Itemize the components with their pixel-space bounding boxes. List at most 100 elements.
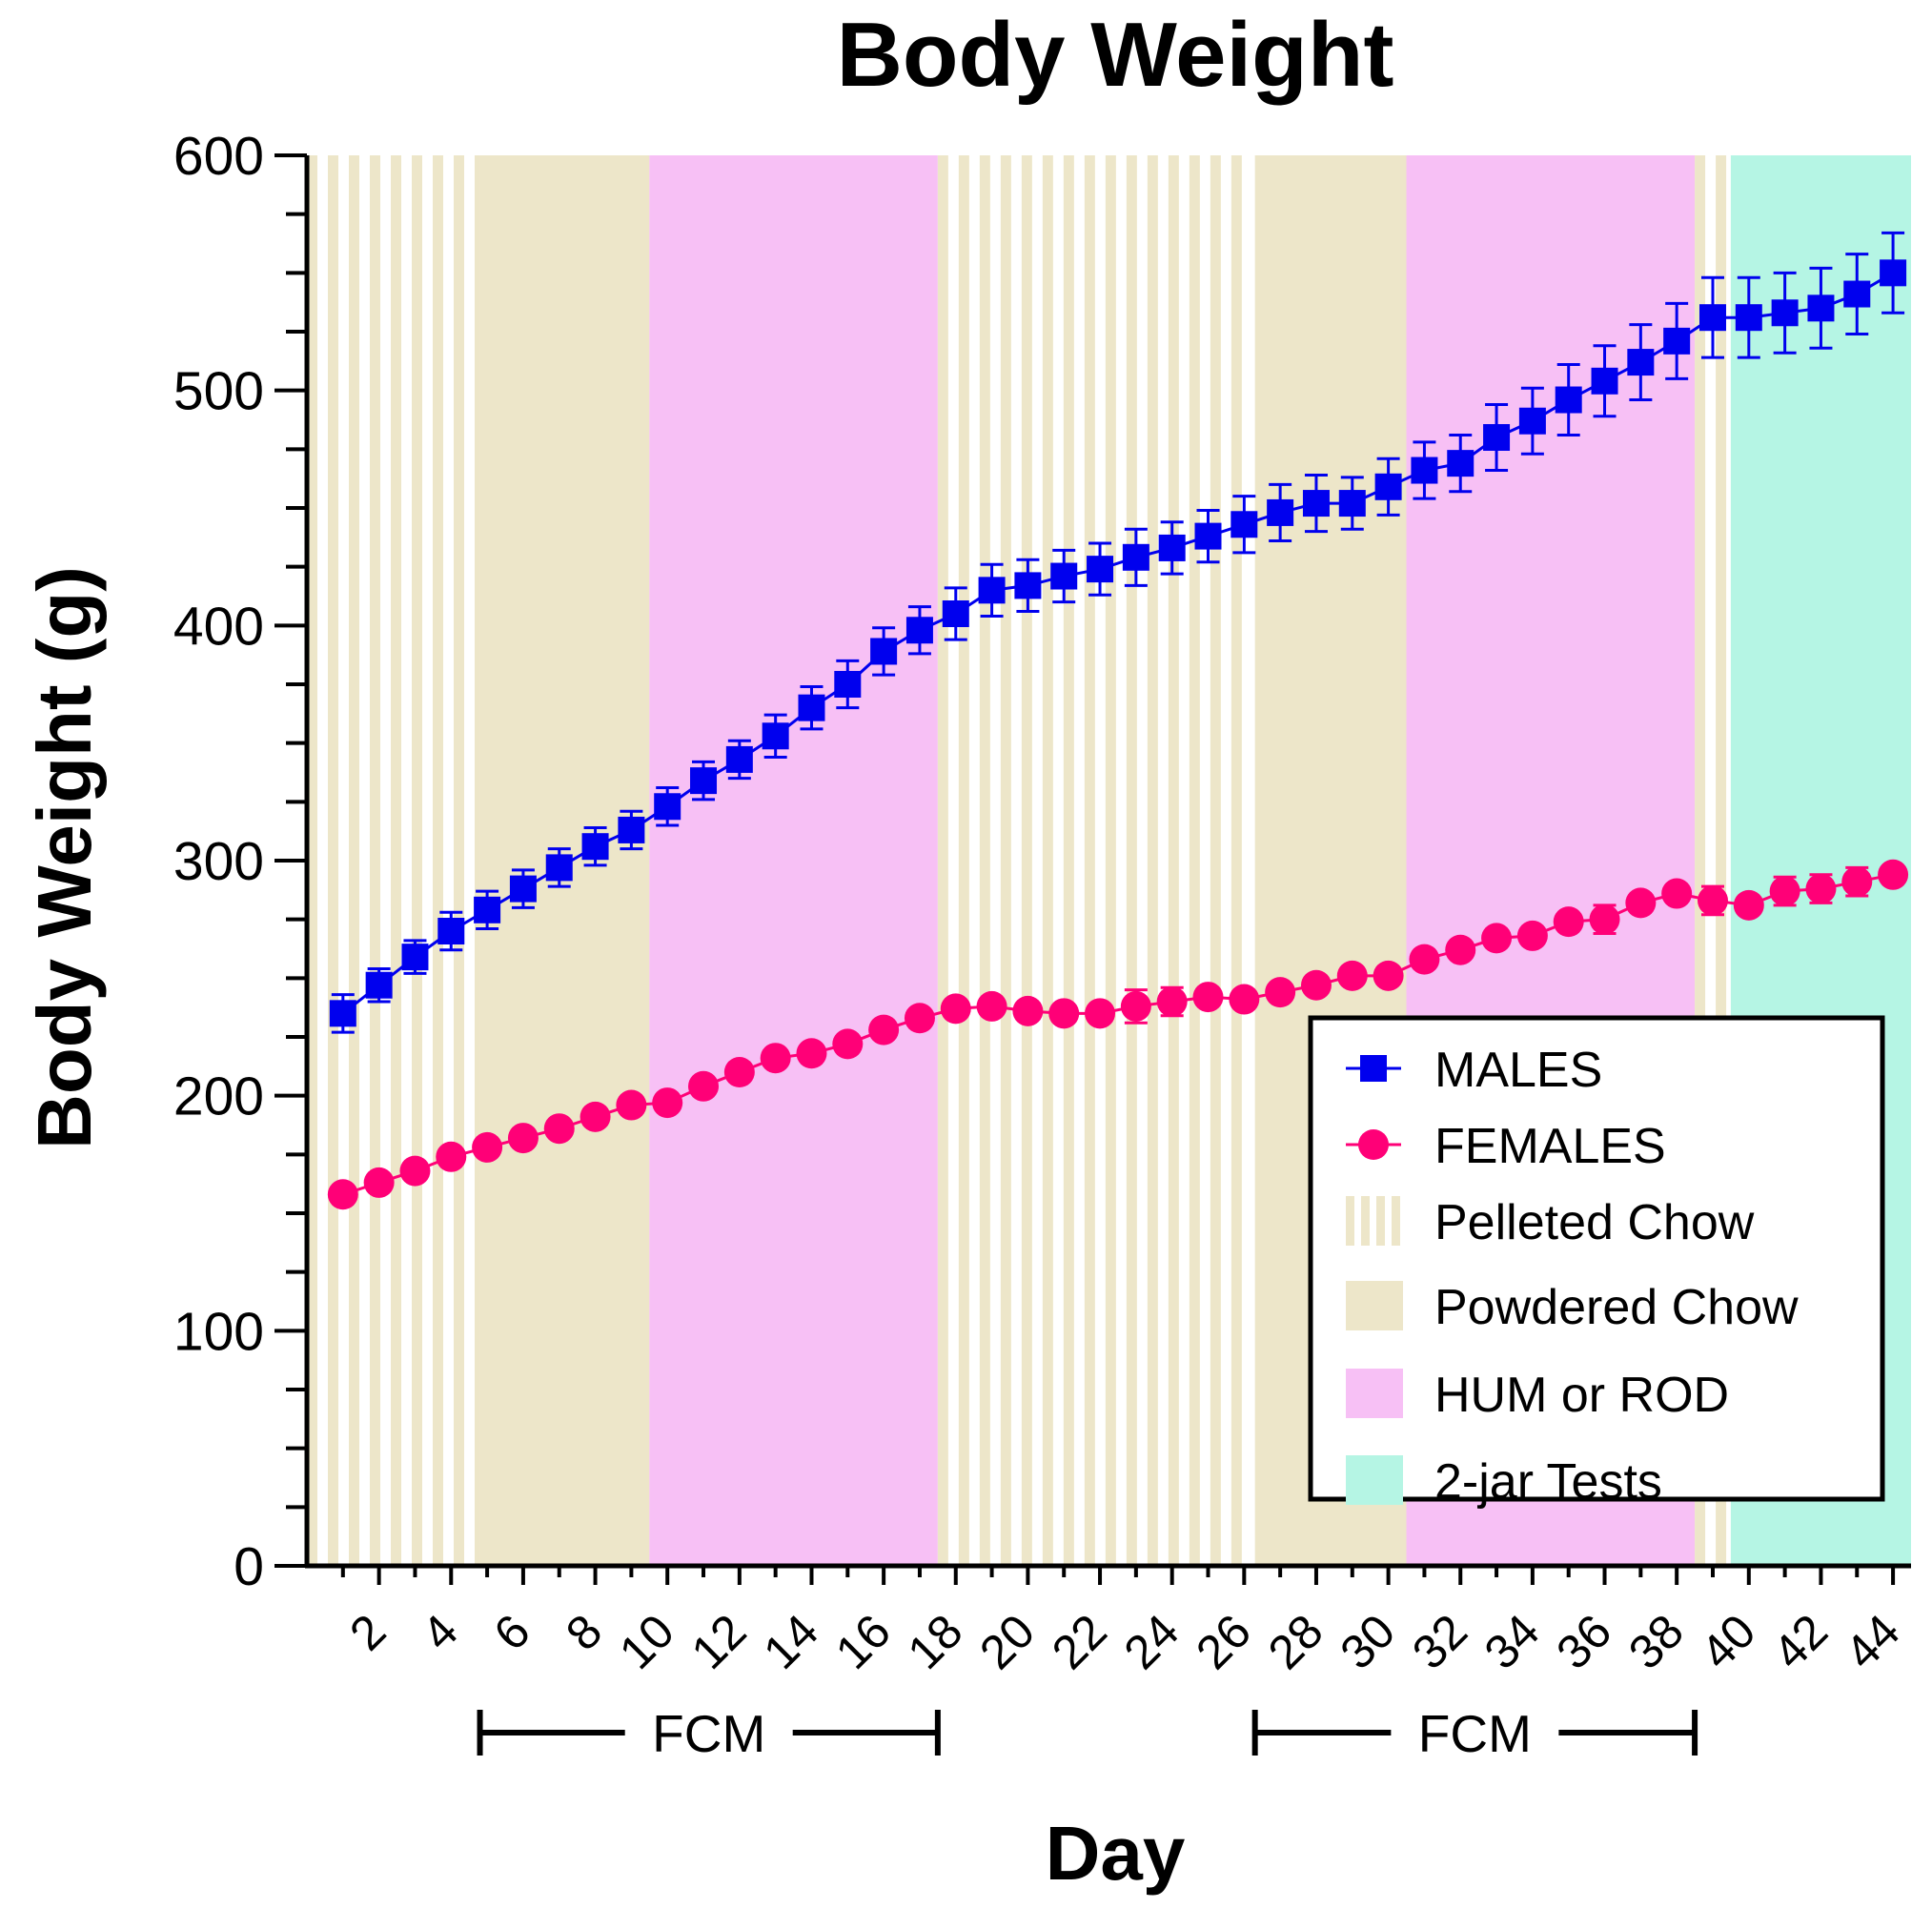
x-tick-label: 30	[1330, 1604, 1405, 1679]
female-data-point	[1661, 878, 1693, 909]
legend-square-marker	[1360, 1055, 1387, 1082]
male-data-point	[725, 745, 753, 773]
legend-entry: MALES	[1346, 1043, 1602, 1098]
legend-fill-swatch	[1346, 1455, 1403, 1505]
hum-or-rod-phase	[649, 155, 938, 1566]
data-series	[327, 231, 1909, 1210]
legend-fill-swatch	[1346, 1369, 1403, 1418]
pelleted-stripe	[412, 155, 422, 1566]
female-data-point	[1120, 990, 1151, 1022]
female-data-point	[1192, 982, 1224, 1013]
y-tick-label: 0	[234, 1536, 264, 1597]
male-data-point	[1411, 457, 1438, 484]
x-tick-label: 12	[681, 1604, 757, 1679]
female-data-point	[796, 1038, 827, 1069]
female-data-point	[1085, 998, 1116, 1029]
x-tick-label: 16	[825, 1604, 901, 1679]
legend-stripe-swatch	[1392, 1196, 1400, 1246]
female-data-point	[1553, 906, 1584, 938]
legend-stripe-swatch	[1346, 1196, 1354, 1246]
male-data-point	[1447, 450, 1474, 477]
male-data-point	[1843, 280, 1871, 308]
female-data-point	[1409, 944, 1440, 975]
female-data-point	[327, 1179, 358, 1210]
y-tick-label: 100	[173, 1301, 264, 1362]
female-data-point	[399, 1155, 431, 1187]
x-tick-label: 34	[1474, 1604, 1550, 1679]
female-data-point	[1625, 887, 1657, 919]
male-data-point	[1122, 543, 1149, 571]
legend-label: Powdered Chow	[1434, 1280, 1799, 1335]
male-data-point	[762, 722, 789, 750]
male-data-point	[1880, 259, 1907, 287]
female-data-point	[1769, 876, 1800, 907]
pelleted-chow-phase	[307, 155, 480, 1566]
male-data-point	[1483, 424, 1511, 451]
male-data-point	[1267, 498, 1294, 526]
pelleted-stripe	[1189, 155, 1200, 1566]
pelleted-stripe	[391, 155, 401, 1566]
pelleted-stripe	[1230, 155, 1242, 1566]
male-data-point	[1014, 572, 1042, 599]
pelleted-stripe	[1021, 155, 1032, 1566]
male-data-point	[1302, 490, 1330, 518]
x-tick-label: 44	[1835, 1604, 1910, 1679]
x-tick-label: 26	[1186, 1604, 1261, 1679]
pelleted-stripe	[1168, 155, 1179, 1566]
y-axis-title: Body Weight (g)	[22, 566, 107, 1149]
male-data-point	[1627, 349, 1655, 376]
fcm-bracket: FCM	[477, 1704, 941, 1763]
x-tick-label: 18	[898, 1604, 973, 1679]
legend-entry: HUM or ROD	[1346, 1368, 1729, 1423]
x-tick-label: 10	[609, 1604, 684, 1679]
male-data-point	[690, 767, 718, 795]
female-data-point	[1012, 995, 1044, 1026]
female-data-point	[1300, 969, 1332, 1001]
female-data-point	[904, 1003, 935, 1034]
pelleted-stripe	[937, 155, 948, 1566]
male-data-point	[329, 1000, 356, 1027]
y-tick-label: 400	[173, 596, 264, 657]
male-data-point	[1807, 294, 1835, 322]
male-data-point	[1663, 327, 1691, 355]
male-data-point	[1518, 407, 1546, 435]
male-data-point	[401, 944, 429, 971]
female-data-point	[1156, 986, 1188, 1017]
pelleted-stripe	[1000, 155, 1011, 1566]
female-data-point	[652, 1087, 683, 1119]
male-data-point	[978, 577, 1006, 604]
female-data-point	[1048, 998, 1080, 1029]
legend-circle-marker	[1358, 1129, 1389, 1160]
female-data-point	[1229, 984, 1260, 1015]
female-data-point	[976, 990, 1007, 1022]
female-data-point	[1516, 920, 1548, 951]
pelleted-stripe	[1042, 155, 1053, 1566]
female-data-point	[868, 1014, 900, 1045]
legend-fill-swatch	[1346, 1281, 1403, 1330]
pelleted-stripe	[307, 155, 317, 1566]
female-data-point	[507, 1123, 539, 1154]
male-data-point	[798, 694, 825, 721]
female-data-point	[1841, 866, 1873, 898]
fcm-label: FCM	[1418, 1704, 1532, 1763]
pelleted-stripe	[1105, 155, 1116, 1566]
pelleted-stripe	[1147, 155, 1158, 1566]
female-data-point	[760, 1043, 791, 1074]
pelleted-stripe	[979, 155, 990, 1566]
pelleted-chow-phase	[937, 155, 1242, 1566]
x-tick-label: 28	[1258, 1604, 1333, 1679]
female-data-point	[1805, 873, 1837, 904]
x-tick-label: 40	[1691, 1604, 1766, 1679]
female-data-point	[1589, 903, 1620, 935]
x-tick-label: 8	[556, 1604, 612, 1660]
males-series	[329, 231, 1907, 1034]
pelleted-stripe	[1695, 155, 1706, 1566]
female-data-point	[1878, 859, 1909, 890]
legend-label: 2-jar Tests	[1434, 1454, 1662, 1510]
female-data-point	[472, 1131, 503, 1163]
female-data-point	[363, 1167, 395, 1198]
fcm-bracket: FCM	[1251, 1704, 1698, 1763]
x-tick-label: 38	[1618, 1604, 1694, 1679]
male-data-point	[1771, 299, 1799, 327]
